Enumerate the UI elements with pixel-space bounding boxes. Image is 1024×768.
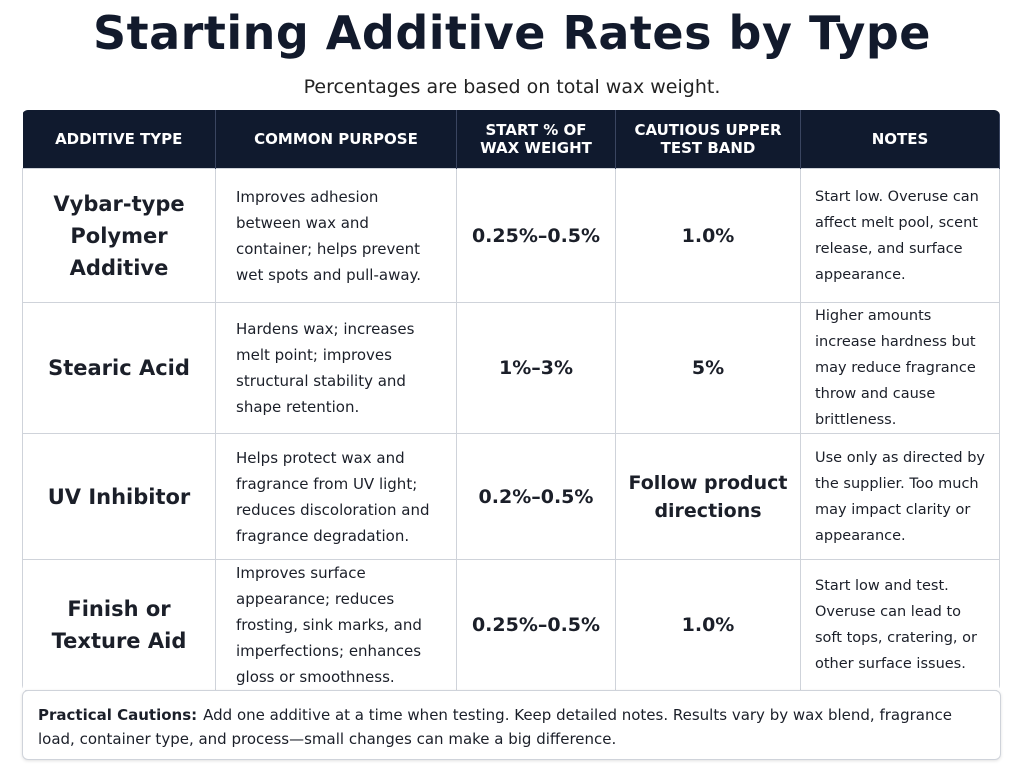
table-cell: Start low and test. Overuse can lead to … [800,559,1000,691]
cautions-label: Practical Cautions: [38,706,198,724]
cautions-box: Practical Cautions: Add one additive at a… [22,690,1001,760]
subtitle: Percentages are based on total wax weigh… [303,76,721,98]
table-cell: Use only as directed by the supplier. To… [800,433,1000,560]
table-cell: Follow product directions [615,433,801,560]
table-row: Vybar-type Polymer Additive Improves adhe… [22,168,1000,303]
table-cell: Higher amounts increase hardness but may… [800,302,1000,434]
table-cell: 0.25%–0.5% [456,168,616,303]
table-cell: 0.25%–0.5% [456,559,616,691]
table-cell: Helps protect wax and fragrance from UV … [215,433,457,560]
cautions-text: Add one additive at a time when testing.… [38,706,952,748]
column-header: START % OF WAX WEIGHT [456,110,616,169]
table-cell: 0.2%–0.5% [456,433,616,560]
table-cell: Improves adhesion between wax and contai… [215,168,457,303]
table-row: UV Inhibitor Helps protect wax and fragra… [22,433,1000,560]
table-cell: 1.0% [615,168,801,303]
table-cell: Stearic Acid [22,302,216,434]
column-header: NOTES [800,110,1000,169]
additive-table: ADDITIVE TYPE COMMON PURPOSE START % OF WA… [22,110,1000,691]
table-cell: Start low. Overuse can affect melt pool,… [800,168,1000,303]
table-cell: UV Inhibitor [22,433,216,560]
table-row: Finish or Texture Aid Improves surface ap… [22,559,1000,691]
column-header: CAUTIOUS UPPER TEST BAND [615,110,801,169]
title: Starting Additive Rates by Type [93,6,931,60]
table-row: Stearic Acid Hardens wax; increases melt … [22,302,1000,434]
table-cell: Vybar-type Polymer Additive [22,168,216,303]
table-cell: Hardens wax; increases melt point; impro… [215,302,457,434]
table-cell: Finish or Texture Aid [22,559,216,691]
table-body: Vybar-type Polymer Additive Improves adhe… [22,168,1000,691]
table-cell: 5% [615,302,801,434]
table-cell: Improves surface appearance; reduces fro… [215,559,457,691]
column-header: ADDITIVE TYPE [22,110,216,169]
table-cell: 1.0% [615,559,801,691]
header-row: ADDITIVE TYPE COMMON PURPOSE START % OF WA… [22,110,1000,169]
table-cell: 1%–3% [456,302,616,434]
column-header: COMMON PURPOSE [215,110,457,169]
